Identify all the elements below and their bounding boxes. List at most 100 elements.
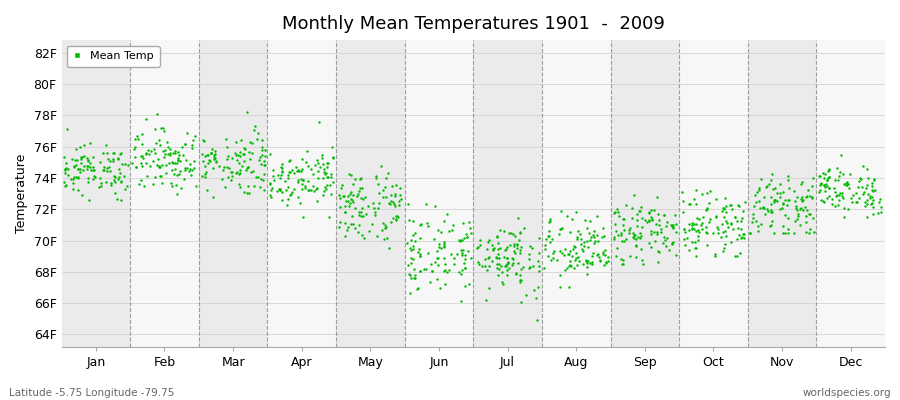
Point [378,224,392,230]
Point [454,297,468,304]
Point [607,236,621,242]
Point [851,195,866,201]
Point [383,192,398,198]
Point [718,232,733,239]
Point [513,277,527,283]
Point [442,267,456,274]
Point [413,268,428,275]
Point [93,175,107,181]
Point [626,234,641,240]
Point [281,184,295,190]
Point [778,230,792,236]
Point [724,202,738,208]
Point [818,184,832,190]
Point [598,252,613,258]
Point [135,163,149,169]
Point [142,151,157,157]
Point [257,162,272,168]
Point [648,238,662,244]
Point [685,239,699,245]
Point [570,234,584,240]
Point [274,169,289,176]
Point [106,156,121,163]
Point [239,109,254,116]
Point [532,268,546,274]
Point [480,266,494,273]
Point [404,246,419,253]
Point [168,148,183,154]
Point [656,240,670,246]
Point [353,185,367,192]
Point [599,260,614,266]
Point [501,260,516,266]
Point [562,262,577,268]
Point [486,247,500,254]
Point [116,172,130,179]
Point [681,221,696,228]
Point [482,262,496,269]
Point [569,208,583,215]
Point [781,226,796,232]
Point [590,251,605,258]
Point [158,154,172,160]
Point [236,150,250,157]
Point [427,236,441,243]
Y-axis label: Temperature: Temperature [15,154,28,233]
Point [557,252,572,259]
Point [580,271,594,277]
Point [657,212,671,218]
Point [652,211,666,218]
Point [273,175,287,182]
Point [73,166,87,173]
Point [163,151,177,158]
Point [765,218,779,224]
Point [841,206,855,212]
Point [224,169,238,176]
Point [439,268,454,275]
Point [536,265,551,271]
Point [121,183,135,189]
Point [406,243,420,250]
Point [139,151,153,158]
Point [310,184,324,191]
Point [303,186,318,193]
Point [177,167,192,173]
Point [628,254,643,260]
Point [665,240,680,246]
Point [566,243,580,250]
Point [222,165,237,172]
Point [388,191,402,197]
Point [650,229,664,236]
Point [857,189,871,195]
Point [57,179,71,186]
Point [482,284,496,291]
Point [173,168,187,174]
Point [437,240,452,247]
Point [688,221,703,227]
Point [437,268,452,274]
Point [169,160,184,166]
Point [400,239,414,246]
Point [237,144,251,151]
Point [867,176,881,182]
Point [405,218,419,224]
Point [446,255,461,261]
Point [114,178,129,185]
Point [626,215,640,221]
Point [265,185,279,191]
Point [457,265,472,271]
Point [491,265,505,272]
Point [564,262,579,269]
Point [573,231,588,238]
Point [498,246,512,253]
Point [446,222,460,228]
Point [657,234,671,240]
Point [614,230,628,236]
Point [780,177,795,183]
Point [436,243,451,249]
Bar [542,40,610,347]
Point [352,188,366,194]
Point [154,125,168,131]
Point [237,157,251,164]
Point [562,229,577,236]
